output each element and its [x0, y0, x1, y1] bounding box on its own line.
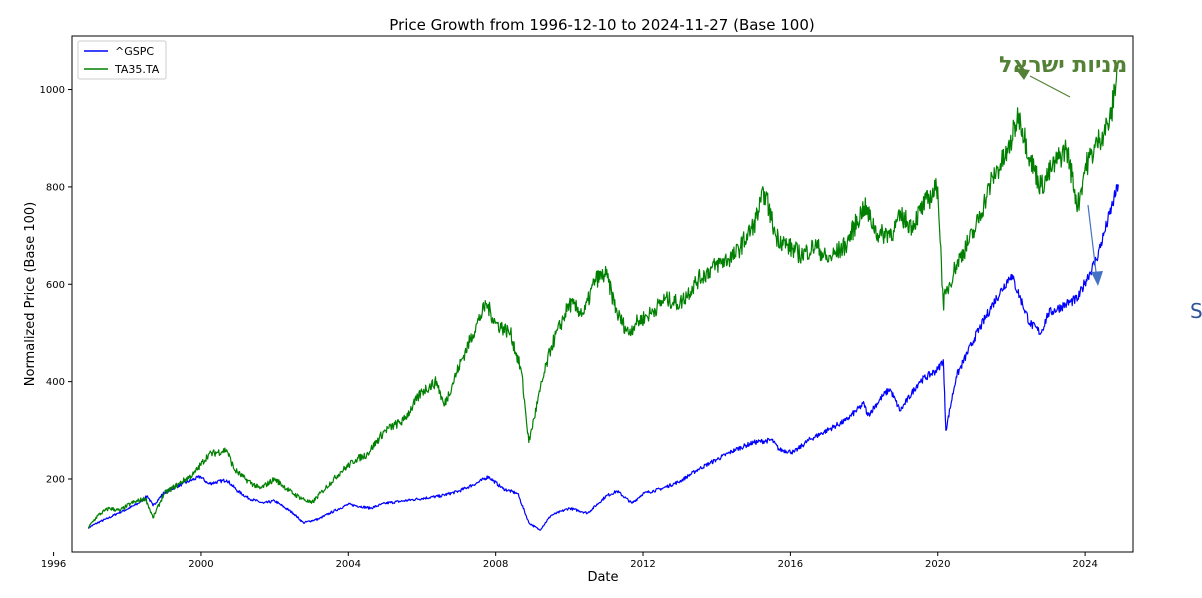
- sp500-annotation-arrowhead: [1091, 271, 1103, 286]
- y-axis-title: Normalized Price (Base 100): [23, 202, 38, 386]
- annotations: מניות ישראל מדד S&P500: [999, 53, 1202, 323]
- y-tick-label: 1000: [40, 85, 65, 96]
- x-tick-label: 2000: [188, 559, 213, 570]
- legend: ^GSPC TA35.TA: [77, 40, 167, 80]
- x-tick-label: 1996: [41, 559, 66, 570]
- y-tick-label: 600: [46, 280, 65, 291]
- x-tick-label: 2016: [778, 559, 803, 570]
- y-tick-label: 400: [46, 377, 65, 388]
- israel-annotation-arrow-shaft: [1029, 75, 1071, 98]
- israel-stocks-annotation: מניות ישראל: [999, 53, 1127, 78]
- x-tick-label: 2012: [630, 559, 655, 570]
- y-tick-label: 800: [46, 182, 65, 193]
- axis-ticks: 1996 2000 2004 2008 2012 2016 2020 2024 200 400 60…: [40, 85, 1098, 570]
- sp500-annotation: מדד S&P500: [1190, 299, 1202, 323]
- legend-label-gspc: ^GSPC: [115, 45, 154, 58]
- plot-frame: [71, 35, 1134, 553]
- x-axis-title: Date: [587, 570, 618, 585]
- series-line-gspc: [87, 184, 1119, 531]
- y-tick-label: 200: [46, 474, 65, 485]
- israel-annotation-arrowhead: [1015, 68, 1030, 80]
- chart-title: Price Growth from 1996-12-10 to 2024-11-…: [389, 16, 814, 34]
- x-tick-label: 2008: [483, 559, 508, 570]
- x-tick-label: 2004: [336, 559, 361, 570]
- series-line-ta35: [87, 60, 1119, 529]
- plot-area: 1996 2000 2004 2008 2012 2016 2020 2024 200 400 60…: [40, 35, 1134, 570]
- x-tick-label: 2024: [1072, 559, 1097, 570]
- sp500-annotation-arrow-shaft: [1087, 204, 1097, 273]
- legend-label-ta35: TA35.TA: [114, 63, 160, 76]
- x-tick-label: 2020: [925, 559, 950, 570]
- series-lines: [87, 60, 1119, 531]
